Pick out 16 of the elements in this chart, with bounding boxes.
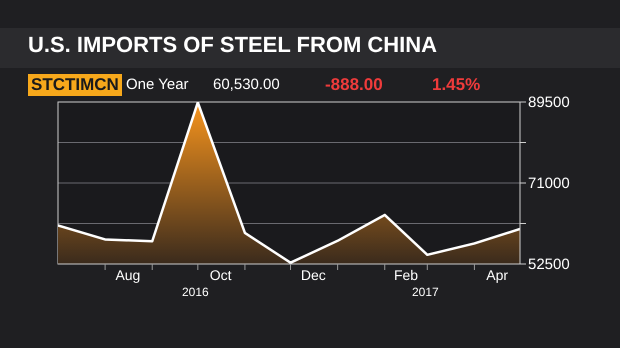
x-tick-label: Apr [486,267,508,283]
y-tick-label: 89500 [528,94,570,111]
x-tick-label: Dec [300,267,326,283]
text: 2017 [412,285,439,299]
x-tick-label: Feb [394,267,418,283]
text: -888.00 [325,74,383,96]
text: 60,530.00 [213,75,280,95]
y-tick-label: 71000 [528,175,570,192]
chart-title: U.S. IMPORTS OF STEEL FROM CHINA [28,32,438,58]
text: One Year [126,75,189,95]
text: STCTIMCN [28,74,122,96]
x-tick-label: Oct [210,267,232,283]
y-tick-label: 52500 [528,256,570,273]
x-tick-label: Aug [115,267,140,283]
text: 1.45% [432,74,480,96]
text: 2016 [182,285,209,299]
